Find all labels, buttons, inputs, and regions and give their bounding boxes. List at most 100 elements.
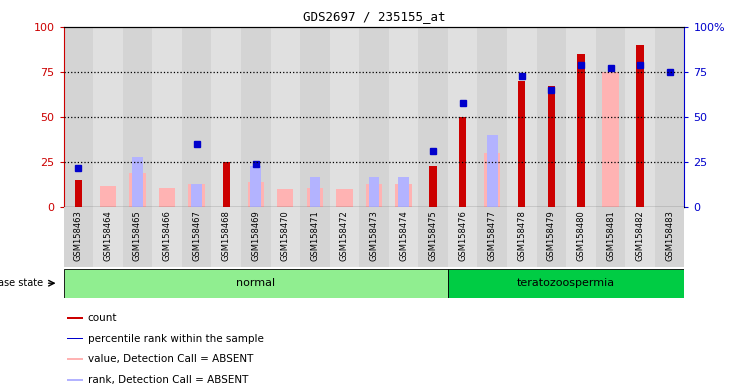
Text: GSM158480: GSM158480: [577, 210, 586, 261]
Bar: [67, 317, 84, 319]
Bar: [67, 379, 84, 381]
Bar: [188, 184, 205, 207]
Text: GSM158465: GSM158465: [133, 210, 142, 261]
Bar: [300, 207, 330, 267]
Bar: [654, 27, 684, 207]
Bar: [241, 207, 271, 267]
Bar: [507, 27, 536, 207]
Bar: [536, 27, 566, 207]
Bar: [123, 27, 153, 207]
Text: teratozoospermia: teratozoospermia: [517, 278, 615, 288]
Bar: [484, 153, 500, 207]
Bar: [153, 207, 182, 267]
Text: GSM158472: GSM158472: [340, 210, 349, 261]
Bar: [566, 207, 595, 267]
Text: GSM158482: GSM158482: [636, 210, 645, 261]
Bar: [222, 162, 230, 207]
Bar: [330, 27, 359, 207]
Text: GSM158474: GSM158474: [399, 210, 408, 261]
Bar: [577, 54, 585, 207]
Text: GSM158478: GSM158478: [518, 210, 527, 261]
Text: value, Detection Call = ABSENT: value, Detection Call = ABSENT: [88, 354, 253, 364]
Text: disease state: disease state: [0, 278, 43, 288]
Text: percentile rank within the sample: percentile rank within the sample: [88, 334, 263, 344]
Bar: [477, 27, 507, 207]
Text: GSM158479: GSM158479: [547, 210, 556, 261]
Text: GSM158467: GSM158467: [192, 210, 201, 261]
Bar: [654, 207, 684, 267]
Text: GSM158468: GSM158468: [221, 210, 230, 261]
Text: count: count: [88, 313, 117, 323]
Text: rank, Detection Call = ABSENT: rank, Detection Call = ABSENT: [88, 375, 248, 384]
Bar: [75, 180, 82, 207]
Text: GSM158475: GSM158475: [429, 210, 438, 261]
Bar: [389, 27, 418, 207]
Bar: [271, 27, 300, 207]
Text: GSM158469: GSM158469: [251, 210, 260, 261]
Bar: [429, 166, 437, 207]
Bar: [123, 207, 153, 267]
Bar: [64, 207, 94, 267]
Bar: [278, 189, 293, 207]
Bar: [212, 207, 241, 267]
Bar: [307, 187, 323, 207]
Bar: [418, 207, 448, 267]
Bar: [153, 27, 182, 207]
Bar: [191, 184, 202, 207]
Text: GSM158481: GSM158481: [606, 210, 615, 261]
Bar: [536, 207, 566, 267]
Bar: [448, 27, 477, 207]
Bar: [132, 157, 143, 207]
Text: GDS2697 / 235155_at: GDS2697 / 235155_at: [303, 10, 445, 23]
Bar: [448, 207, 477, 267]
Bar: [64, 27, 94, 207]
Bar: [398, 177, 409, 207]
Bar: [330, 207, 359, 267]
Bar: [359, 27, 389, 207]
Bar: [396, 184, 411, 207]
Text: GSM158470: GSM158470: [280, 210, 289, 261]
Bar: [310, 177, 320, 207]
Bar: [369, 177, 379, 207]
Bar: [389, 207, 418, 267]
Bar: [337, 189, 352, 207]
Text: GSM158476: GSM158476: [459, 210, 468, 261]
Bar: [271, 207, 300, 267]
Bar: [418, 27, 448, 207]
Bar: [94, 207, 123, 267]
Bar: [366, 184, 382, 207]
Bar: [566, 27, 595, 207]
Bar: [507, 207, 536, 267]
Bar: [129, 173, 146, 207]
Bar: [359, 207, 389, 267]
Bar: [625, 27, 654, 207]
Bar: [241, 27, 271, 207]
Bar: [637, 45, 644, 207]
Bar: [518, 81, 526, 207]
Bar: [67, 358, 84, 360]
Bar: [300, 27, 330, 207]
Text: normal: normal: [236, 278, 275, 288]
Text: GSM158466: GSM158466: [162, 210, 171, 261]
Bar: [595, 207, 625, 267]
Bar: [251, 166, 261, 207]
Bar: [94, 27, 123, 207]
Text: GSM158463: GSM158463: [74, 210, 83, 261]
Text: GSM158473: GSM158473: [370, 210, 378, 261]
Bar: [212, 27, 241, 207]
Bar: [625, 207, 654, 267]
Bar: [477, 207, 507, 267]
Bar: [64, 269, 448, 298]
Bar: [67, 338, 84, 339]
Bar: [595, 27, 625, 207]
Text: GSM158464: GSM158464: [103, 210, 112, 261]
Bar: [548, 86, 555, 207]
Bar: [248, 182, 264, 207]
Text: GSM158477: GSM158477: [488, 210, 497, 261]
Bar: [99, 186, 116, 207]
Bar: [159, 187, 175, 207]
Bar: [602, 72, 619, 207]
Bar: [182, 27, 212, 207]
Bar: [459, 117, 466, 207]
Text: GSM158471: GSM158471: [310, 210, 319, 261]
